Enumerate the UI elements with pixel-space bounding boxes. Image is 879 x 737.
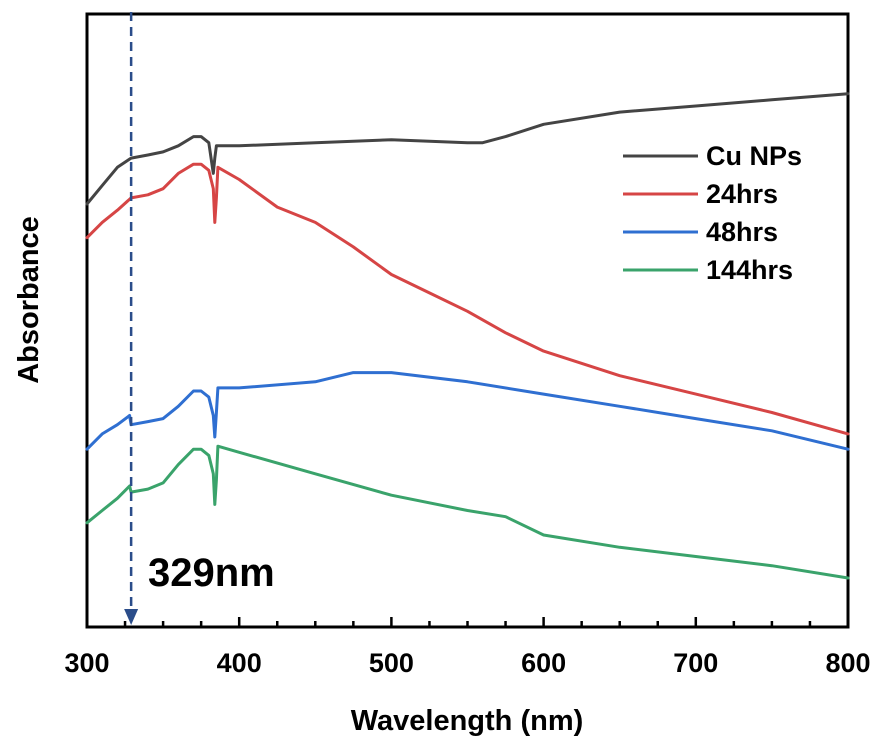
x-axis-ticks: 300 400 500 600 700 800 — [64, 617, 871, 678]
x-axis-label: Wavelength (nm) — [351, 705, 584, 737]
annotation-arrowhead-icon — [124, 609, 139, 625]
plot-frame — [85, 12, 850, 629]
x-tick-label: 700 — [673, 648, 718, 678]
series-line-24hrs — [85, 162, 850, 436]
x-tick-label: 800 — [825, 648, 870, 678]
legend-label: Cu NPs — [706, 141, 802, 171]
legend-label: 144hrs — [706, 255, 793, 285]
x-tick-label: 600 — [521, 648, 566, 678]
y-axis-label: Absorbance — [13, 216, 45, 384]
legend-label: 48hrs — [706, 217, 778, 247]
annotation: 329nm — [124, 12, 275, 625]
x-tick-label: 500 — [369, 648, 414, 678]
x-tick-label: 300 — [64, 648, 109, 678]
series-line-cu-nps — [85, 92, 850, 206]
x-tick-label: 400 — [217, 648, 262, 678]
legend: Cu NPs 24hrs 48hrs 144hrs — [623, 141, 802, 285]
legend-label: 24hrs — [706, 179, 778, 209]
series-line-48hrs — [85, 371, 850, 451]
annotation-label: 329nm — [148, 551, 275, 595]
